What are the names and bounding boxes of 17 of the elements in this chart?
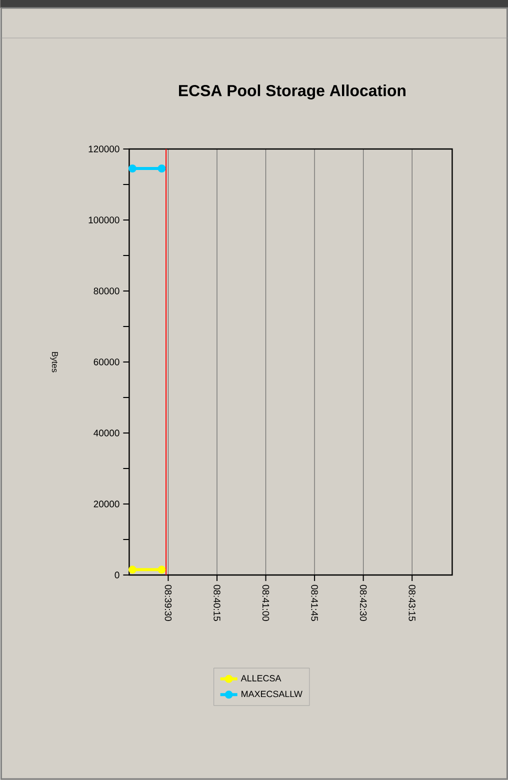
- y-tick-label: 100000: [88, 216, 120, 224]
- legend-label: ALLECSA: [240, 675, 281, 682]
- x-tick-label: 08:41:45: [311, 584, 318, 621]
- legend-label: MAXECSALLW: [241, 690, 302, 698]
- y-axis-title: Bytes: [50, 352, 58, 372]
- y-tick-label: 60000: [94, 358, 120, 366]
- y-tick-label: 0: [114, 572, 120, 578]
- x-tick-label: 08:41:00: [262, 584, 269, 621]
- x-tick-label: 08:40:15: [213, 584, 220, 621]
- y-tick-label: 80000: [94, 288, 120, 294]
- x-tick-label: 08:39:30: [164, 584, 172, 621]
- y-tick-label: 120000: [88, 146, 120, 152]
- chart-title: ECSA Pool Storage Allocation: [178, 84, 406, 100]
- x-tick-label: 08:43:15: [408, 584, 416, 621]
- y-tick-label: 20000: [94, 500, 120, 508]
- x-tick-label: 08:42:30: [360, 584, 366, 621]
- y-tick-label: 40000: [93, 430, 120, 436]
